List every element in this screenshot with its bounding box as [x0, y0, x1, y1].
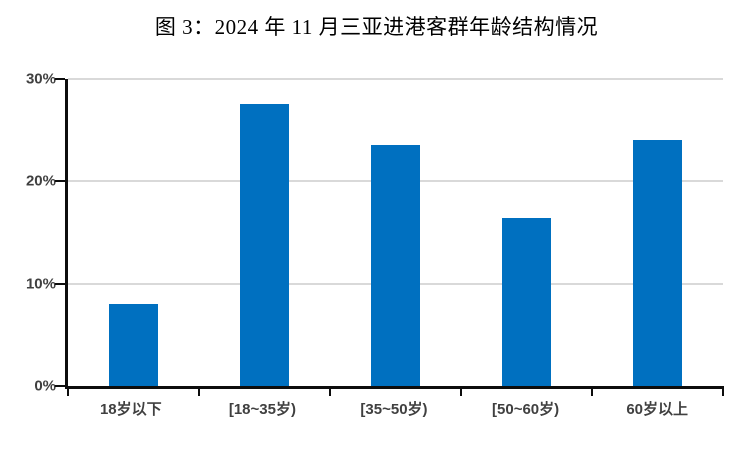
y-axis-tick-label: 30% [25, 70, 56, 88]
y-axis-tick-mark [55, 180, 65, 183]
x-axis-tick-mark [591, 386, 593, 396]
x-axis-category-label: [18~35岁) [228, 401, 296, 418]
y-axis-labels: 0% 10% 20% 30% [0, 72, 56, 394]
x-axis-tick-mark [722, 386, 724, 396]
bar-60岁以上 [633, 140, 682, 386]
x-axis-tick-mark [67, 386, 69, 396]
x-axis-category-label: [35~50岁) [360, 401, 428, 418]
y-axis-tick-mark [55, 385, 65, 387]
plot-area [55, 78, 724, 396]
y-axis-tick-mark [55, 282, 65, 285]
x-axis-labels: 18岁以下 [18~35岁) [35~50岁) [50~60岁) 60岁以上 [65, 398, 723, 419]
x-axis-tick-mark [329, 386, 331, 396]
x-axis-tick-mark [198, 386, 200, 396]
y-axis-tick-label: 20% [25, 172, 56, 190]
x-axis-tick-mark [460, 386, 462, 396]
x-axis-category-label: [50~60岁) [492, 401, 560, 418]
bar-[35~50岁) [371, 144, 420, 386]
x-axis-category-label: 18岁以下 [99, 401, 162, 418]
x-axis-category-label: 60岁以上 [626, 401, 689, 418]
y-axis-tick-mark [55, 78, 65, 80]
y-axis-tick-label: 0% [34, 377, 56, 395]
bar-18岁以下 [109, 304, 158, 386]
gridline [68, 78, 723, 80]
bar-[50~60岁) [502, 218, 551, 386]
bar-[18~35岁) [240, 103, 289, 386]
y-axis-tick-label: 10% [25, 275, 56, 293]
chart-title: 图 3：2024 年 11 月三亚进港客群年龄结构情况 [154, 15, 599, 39]
